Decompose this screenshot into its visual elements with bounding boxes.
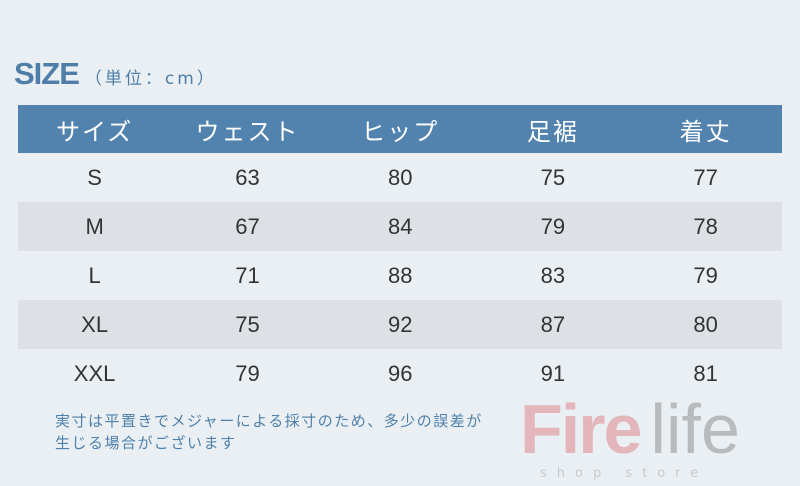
table-cell: 75 xyxy=(171,300,324,349)
table-cell: XXL xyxy=(73,360,116,386)
header-waist: ウェスト xyxy=(171,105,324,153)
table-cell: 81 xyxy=(693,360,718,386)
table-cell: 80 xyxy=(629,300,782,349)
measurement-note: 実寸は平置きでメジャーによる採寸のため、多少の誤差が生じる場合がございます xyxy=(55,412,483,452)
table-row: XL 75 92 87 80 xyxy=(18,300,782,349)
watermark-logo: Fire life xyxy=(520,394,740,464)
table-row: M 67 84 79 78 xyxy=(18,202,782,251)
logo-life: life xyxy=(650,390,740,468)
table-cell: L xyxy=(88,262,101,288)
size-table: サイズ ウェスト ヒップ 足裾 着丈 S 63 80 75 77 M 67 84 79 78 L 71… xyxy=(18,105,782,398)
table-row: S 63 80 75 77 xyxy=(18,153,782,202)
table-cell: 79 xyxy=(476,202,630,251)
table-cell: S xyxy=(87,164,102,190)
table-cell: 84 xyxy=(323,202,477,251)
header-hem: 足裾 xyxy=(476,105,630,153)
size-title: SIZE （単位：cm） xyxy=(14,56,217,92)
table-cell: 63 xyxy=(235,164,260,190)
title-size: SIZE xyxy=(14,56,80,91)
header-hip: ヒップ xyxy=(323,105,477,153)
table-cell: 75 xyxy=(540,164,566,190)
table-cell: 96 xyxy=(387,360,413,386)
table-cell: 91 xyxy=(540,360,566,386)
table-cell: 79 xyxy=(693,262,718,288)
logo-fire: Fire xyxy=(520,390,642,468)
table-cell: 80 xyxy=(387,164,413,190)
table-cell: 87 xyxy=(476,300,630,349)
title-unit: （単位：cm） xyxy=(84,69,217,89)
table-cell: M xyxy=(18,202,172,251)
logo-subtitle: shop store xyxy=(540,466,709,481)
table-cell: 67 xyxy=(171,202,324,251)
table-cell: XL xyxy=(18,300,172,349)
table-row: L 71 88 83 79 xyxy=(18,251,782,300)
header-size: サイズ xyxy=(18,105,172,153)
table-cell: 77 xyxy=(693,164,718,190)
table-cell: 78 xyxy=(629,202,782,251)
table-row: XXL 79 96 91 81 xyxy=(18,349,782,398)
table-cell: 71 xyxy=(235,262,260,288)
header-length: 着丈 xyxy=(629,105,782,153)
table-cell: 79 xyxy=(235,360,260,386)
table-cell: 88 xyxy=(387,262,413,288)
table-cell: 92 xyxy=(323,300,477,349)
table-cell: 83 xyxy=(540,262,566,288)
table-header: サイズ ウェスト ヒップ 足裾 着丈 xyxy=(18,105,782,153)
